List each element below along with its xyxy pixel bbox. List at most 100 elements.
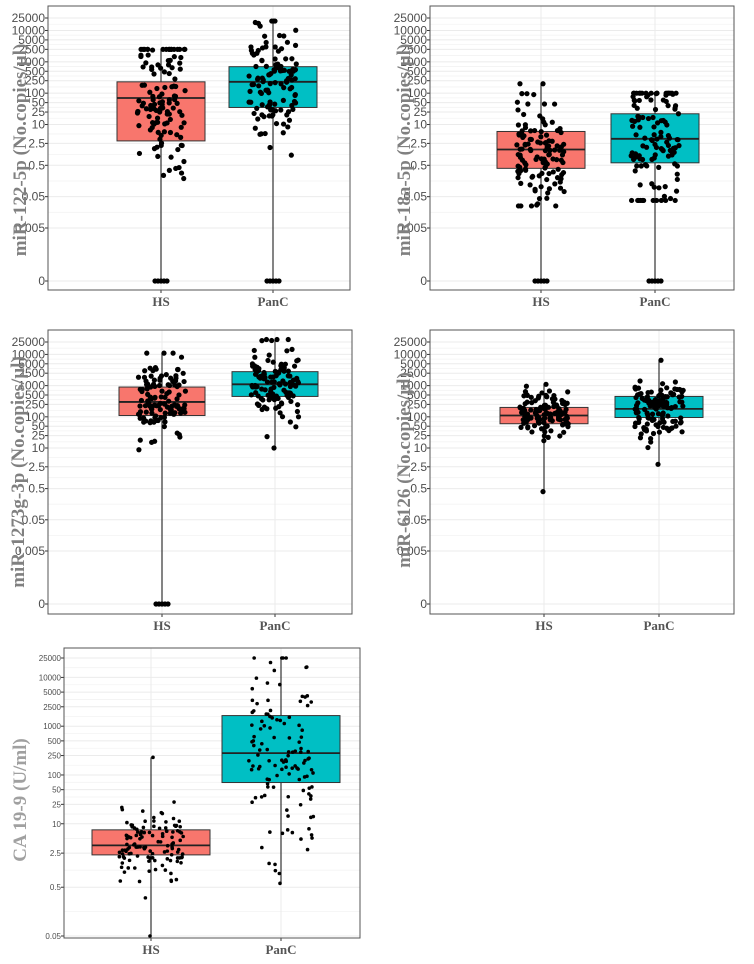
data-point bbox=[160, 863, 165, 868]
data-point bbox=[254, 401, 261, 407]
data-point bbox=[263, 39, 269, 46]
data-point bbox=[287, 419, 293, 425]
data-point bbox=[261, 369, 267, 376]
data-point bbox=[257, 23, 263, 29]
data-point bbox=[311, 771, 315, 775]
data-point bbox=[265, 392, 271, 398]
data-point bbox=[657, 398, 663, 404]
data-point bbox=[174, 396, 180, 402]
data-point bbox=[542, 140, 548, 146]
data-point bbox=[289, 346, 295, 352]
data-point bbox=[149, 64, 155, 70]
data-point bbox=[157, 109, 163, 115]
data-point bbox=[268, 660, 273, 665]
data-point bbox=[307, 792, 311, 796]
y-tick-label: 250 bbox=[25, 74, 45, 88]
data-point bbox=[661, 193, 668, 199]
data-point bbox=[167, 410, 173, 416]
data-point bbox=[295, 380, 301, 386]
data-point bbox=[515, 122, 522, 128]
data-point bbox=[267, 81, 273, 87]
data-point bbox=[164, 404, 170, 410]
data-point bbox=[166, 100, 172, 106]
data-point bbox=[179, 142, 185, 149]
y-tick-label: 250 bbox=[407, 397, 427, 411]
data-point bbox=[639, 156, 646, 163]
data-point bbox=[163, 868, 168, 872]
x-tick-label: PanC bbox=[639, 294, 670, 309]
data-point bbox=[532, 127, 538, 134]
data-point bbox=[167, 116, 173, 123]
data-point bbox=[267, 861, 271, 866]
data-point bbox=[180, 852, 185, 856]
data-point bbox=[120, 807, 125, 812]
data-point bbox=[153, 413, 159, 419]
data-point bbox=[171, 841, 176, 845]
data-point bbox=[150, 93, 156, 99]
data-point bbox=[272, 101, 278, 107]
data-point bbox=[306, 749, 311, 754]
data-point bbox=[181, 158, 187, 165]
data-point bbox=[282, 721, 287, 726]
data-point bbox=[149, 120, 156, 126]
data-point bbox=[651, 184, 657, 190]
data-point bbox=[651, 124, 657, 130]
data-point bbox=[672, 103, 679, 109]
data-point bbox=[178, 134, 184, 140]
y-tick-label: 10 bbox=[32, 118, 46, 132]
data-point bbox=[161, 423, 167, 430]
data-point bbox=[553, 203, 559, 209]
data-point bbox=[670, 418, 676, 425]
data-point bbox=[635, 409, 641, 415]
data-point bbox=[165, 849, 170, 853]
data-point bbox=[152, 819, 156, 823]
data-point bbox=[290, 766, 295, 770]
data-point bbox=[636, 97, 642, 104]
data-point bbox=[672, 197, 678, 204]
data-point bbox=[267, 144, 273, 151]
data-point bbox=[652, 397, 659, 403]
data-point bbox=[549, 119, 555, 125]
data-point bbox=[265, 781, 270, 786]
data-point bbox=[142, 830, 147, 835]
data-point bbox=[284, 348, 290, 354]
data-point bbox=[291, 363, 298, 369]
y-tick-label: 10 bbox=[52, 820, 61, 829]
data-point bbox=[140, 100, 146, 106]
data-point bbox=[272, 56, 278, 62]
data-point bbox=[552, 147, 558, 153]
x-tick-label: PanC bbox=[257, 294, 288, 309]
data-point bbox=[249, 382, 255, 389]
data-point bbox=[522, 412, 528, 418]
data-point bbox=[550, 169, 556, 175]
data-point bbox=[256, 374, 262, 380]
data-point bbox=[249, 767, 254, 772]
data-point bbox=[552, 181, 558, 187]
data-point bbox=[258, 727, 263, 731]
data-point bbox=[125, 820, 129, 825]
data-point bbox=[177, 109, 183, 115]
data-point bbox=[279, 401, 285, 407]
data-point bbox=[151, 71, 157, 77]
data-point bbox=[310, 785, 314, 789]
data-point bbox=[285, 808, 289, 812]
y-tick-label: 50 bbox=[52, 786, 61, 795]
data-point bbox=[307, 786, 312, 790]
data-point bbox=[534, 202, 540, 208]
data-point bbox=[157, 377, 163, 383]
data-point bbox=[269, 113, 275, 119]
data-point bbox=[297, 777, 302, 782]
data-point-min bbox=[148, 934, 152, 938]
data-point bbox=[165, 57, 171, 64]
data-point-min bbox=[278, 881, 282, 886]
data-point bbox=[543, 132, 550, 138]
data-point bbox=[287, 772, 291, 776]
data-point bbox=[155, 62, 161, 68]
data-point bbox=[120, 852, 125, 856]
data-point bbox=[181, 378, 187, 385]
data-point bbox=[557, 433, 563, 439]
data-point-min bbox=[271, 445, 277, 451]
data-point bbox=[285, 124, 291, 130]
data-point bbox=[664, 122, 670, 128]
data-point bbox=[555, 409, 561, 415]
